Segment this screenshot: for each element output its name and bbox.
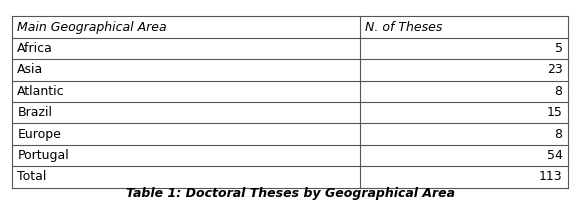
Text: Asia: Asia bbox=[17, 63, 44, 76]
Text: Total: Total bbox=[17, 171, 47, 183]
Text: Main Geographical Area: Main Geographical Area bbox=[17, 21, 167, 33]
Text: N. of Theses: N. of Theses bbox=[365, 21, 443, 33]
Text: 8: 8 bbox=[554, 85, 563, 98]
Text: Portugal: Portugal bbox=[17, 149, 69, 162]
Text: 113: 113 bbox=[539, 171, 563, 183]
Text: 23: 23 bbox=[547, 63, 563, 76]
Text: Atlantic: Atlantic bbox=[17, 85, 65, 98]
Text: 8: 8 bbox=[554, 128, 563, 141]
Text: Brazil: Brazil bbox=[17, 106, 52, 119]
Text: Europe: Europe bbox=[17, 128, 61, 141]
Text: Table 1: Doctoral Theses by Geographical Area: Table 1: Doctoral Theses by Geographical… bbox=[125, 187, 455, 200]
Text: 5: 5 bbox=[554, 42, 563, 55]
Text: 15: 15 bbox=[547, 106, 563, 119]
Text: 54: 54 bbox=[547, 149, 563, 162]
Text: Africa: Africa bbox=[17, 42, 53, 55]
